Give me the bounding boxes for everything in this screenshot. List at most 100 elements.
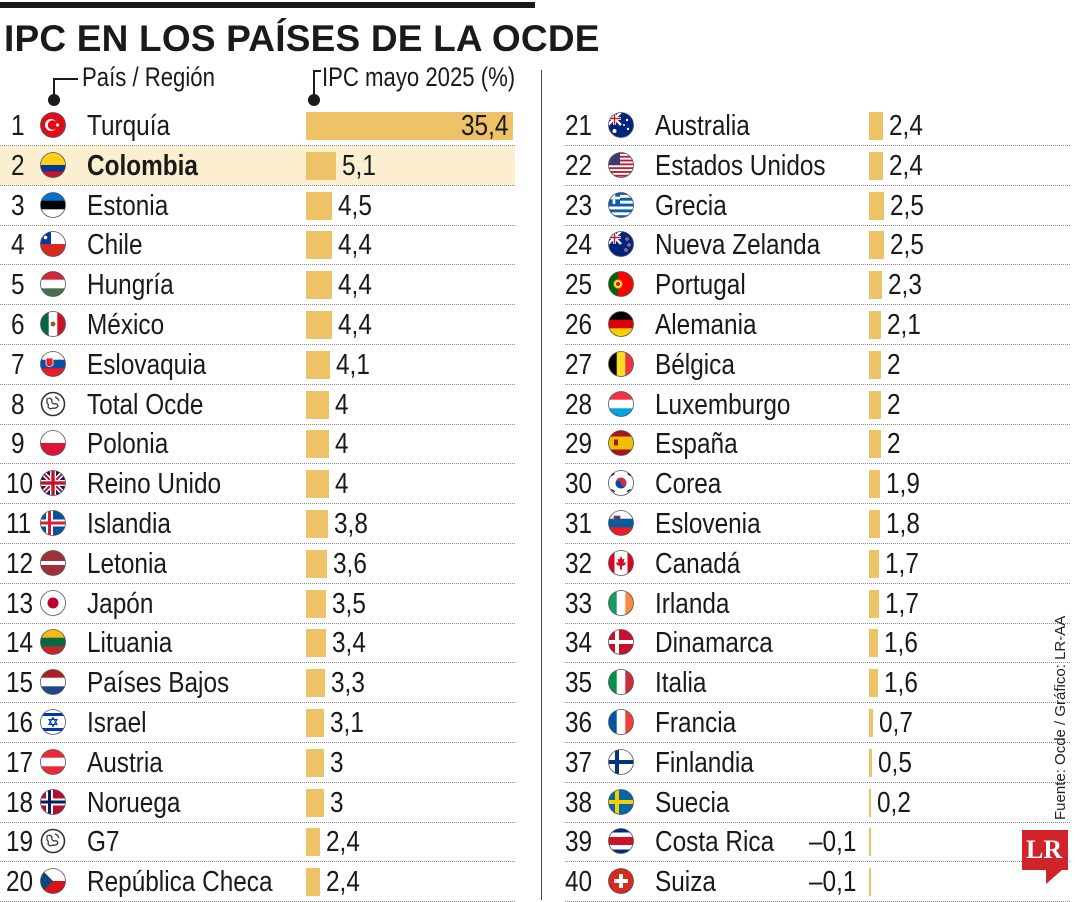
rank-label: 37	[565, 746, 593, 779]
rank-label: 28	[565, 388, 593, 421]
country-name: República Checa	[87, 866, 273, 899]
table-row: 16 Israel 3,1	[0, 703, 515, 743]
country-name: España	[655, 428, 738, 461]
country-name: Australia	[655, 110, 750, 142]
value-label: 4	[335, 388, 349, 421]
country-name: Dinamarca	[655, 627, 773, 660]
rank-label: 4	[11, 229, 25, 262]
value-label: 2,4	[889, 149, 923, 182]
country-name: Alemania	[655, 309, 757, 341]
globe-icon	[40, 828, 66, 854]
country-name: Israel	[87, 707, 147, 739]
norway-flag-icon	[40, 788, 66, 815]
value-label: 1,6	[884, 667, 919, 700]
table-row: 25 Portugal 2,3	[565, 265, 1070, 306]
rank-label: 6	[11, 309, 25, 341]
bar	[869, 112, 884, 140]
value-label: 3	[329, 746, 344, 779]
rank-label: 17	[6, 746, 34, 779]
table-row: 39 Costa Rica –0,1	[565, 822, 1070, 863]
country-header-pointer-dot	[48, 94, 60, 106]
country-name: Colombia	[87, 149, 198, 182]
value-label: 1,7	[884, 547, 919, 580]
value-header-pointer-v	[313, 70, 315, 96]
value-label: 3,3	[331, 667, 366, 700]
table-row: 27 Bélgica 2	[565, 345, 1070, 385]
poland-flag-icon	[40, 430, 66, 457]
bar	[869, 430, 881, 459]
italy-flag-icon	[608, 669, 634, 696]
table-row: 37 Finlandia 0,5	[565, 743, 1070, 783]
table-row: 9 Polonia 4	[0, 424, 515, 465]
usa-flag-icon	[608, 151, 634, 178]
table-row: 8 Total Ocde 4	[0, 385, 515, 425]
country-name: Irlanda	[655, 587, 730, 620]
value-label: 4,4	[337, 229, 372, 262]
bar	[869, 271, 883, 300]
rank-label: 14	[6, 627, 34, 660]
table-row: 19 G7 2,4	[0, 822, 515, 863]
country-name: Francia	[655, 707, 737, 739]
value-label: 3,4	[331, 627, 366, 660]
rank-label: 23	[565, 189, 593, 222]
mexico-flag-icon	[40, 311, 66, 337]
finland-flag-icon	[608, 748, 634, 775]
country-name: Italia	[655, 667, 707, 700]
country-name: Finlandia	[655, 746, 754, 779]
value-label: 2	[886, 348, 901, 381]
rank-label: 12	[6, 547, 34, 580]
rank-label: 31	[565, 508, 593, 540]
rank-label: 13	[6, 587, 34, 620]
estonia-flag-icon	[40, 191, 66, 218]
korea-flag-icon	[608, 470, 634, 497]
value-label: 4,4	[337, 269, 372, 302]
belgium-flag-icon	[608, 350, 634, 377]
value-header-pointer-h	[313, 70, 321, 72]
value-label: 35,4	[461, 110, 509, 142]
value-label: 2,1	[887, 309, 922, 341]
rank-label: 24	[565, 229, 593, 262]
table-row: 13 Japón 3,5	[0, 584, 515, 624]
chart-title: IPC EN LOS PAÍSES DE LA OCDE	[4, 18, 600, 59]
bar	[306, 549, 328, 578]
lithuania-flag-icon	[40, 629, 66, 656]
rank-label: 32	[565, 547, 593, 580]
rank-label: 11	[6, 508, 32, 540]
bar	[869, 231, 884, 260]
bar	[869, 350, 881, 379]
value-label: 4,1	[335, 348, 370, 381]
value-label: 3,6	[333, 547, 367, 580]
lr-logo	[1022, 830, 1068, 870]
switzerland-flag-icon	[608, 868, 634, 895]
country-name: Japón	[87, 587, 154, 620]
table-row: 22 Estados Unidos 2,4	[565, 146, 1070, 186]
value-label: 0,7	[879, 707, 913, 739]
table-row: 7 Eslovaquia 4,1	[0, 345, 515, 385]
rank-label: 10	[6, 468, 34, 501]
value-label: 2,4	[326, 826, 360, 859]
table-row: 33 Irlanda 1,7	[565, 584, 1070, 624]
rank-label: 16	[6, 707, 34, 739]
lr-logo-tail	[1046, 870, 1062, 884]
value-label: 2,4	[889, 110, 923, 142]
table-row: 3 Estonia 4,5	[0, 186, 515, 226]
table-row: 34 Dinamarca 1,6	[565, 623, 1070, 664]
country-name: Lituania	[87, 627, 173, 660]
denmark-flag-icon	[608, 629, 634, 656]
colombia-flag-icon	[40, 151, 66, 178]
country-name: Canadá	[655, 547, 741, 580]
costa-rica-flag-icon	[608, 828, 634, 855]
rank-label: 27	[565, 348, 593, 381]
bar	[306, 231, 332, 260]
bar	[869, 151, 884, 180]
rank-label: 39	[565, 826, 593, 859]
rank-label: 3	[11, 189, 25, 222]
value-header-pointer-dot	[308, 94, 320, 106]
bar	[869, 828, 871, 857]
value-label: 0,5	[877, 746, 912, 779]
table-row: 1 Turquía 35,4	[0, 106, 515, 146]
country-name: Polonia	[87, 428, 169, 461]
value-label: 3	[329, 786, 344, 819]
value-label: 1,7	[884, 587, 919, 620]
rank-label: 2	[11, 149, 25, 182]
